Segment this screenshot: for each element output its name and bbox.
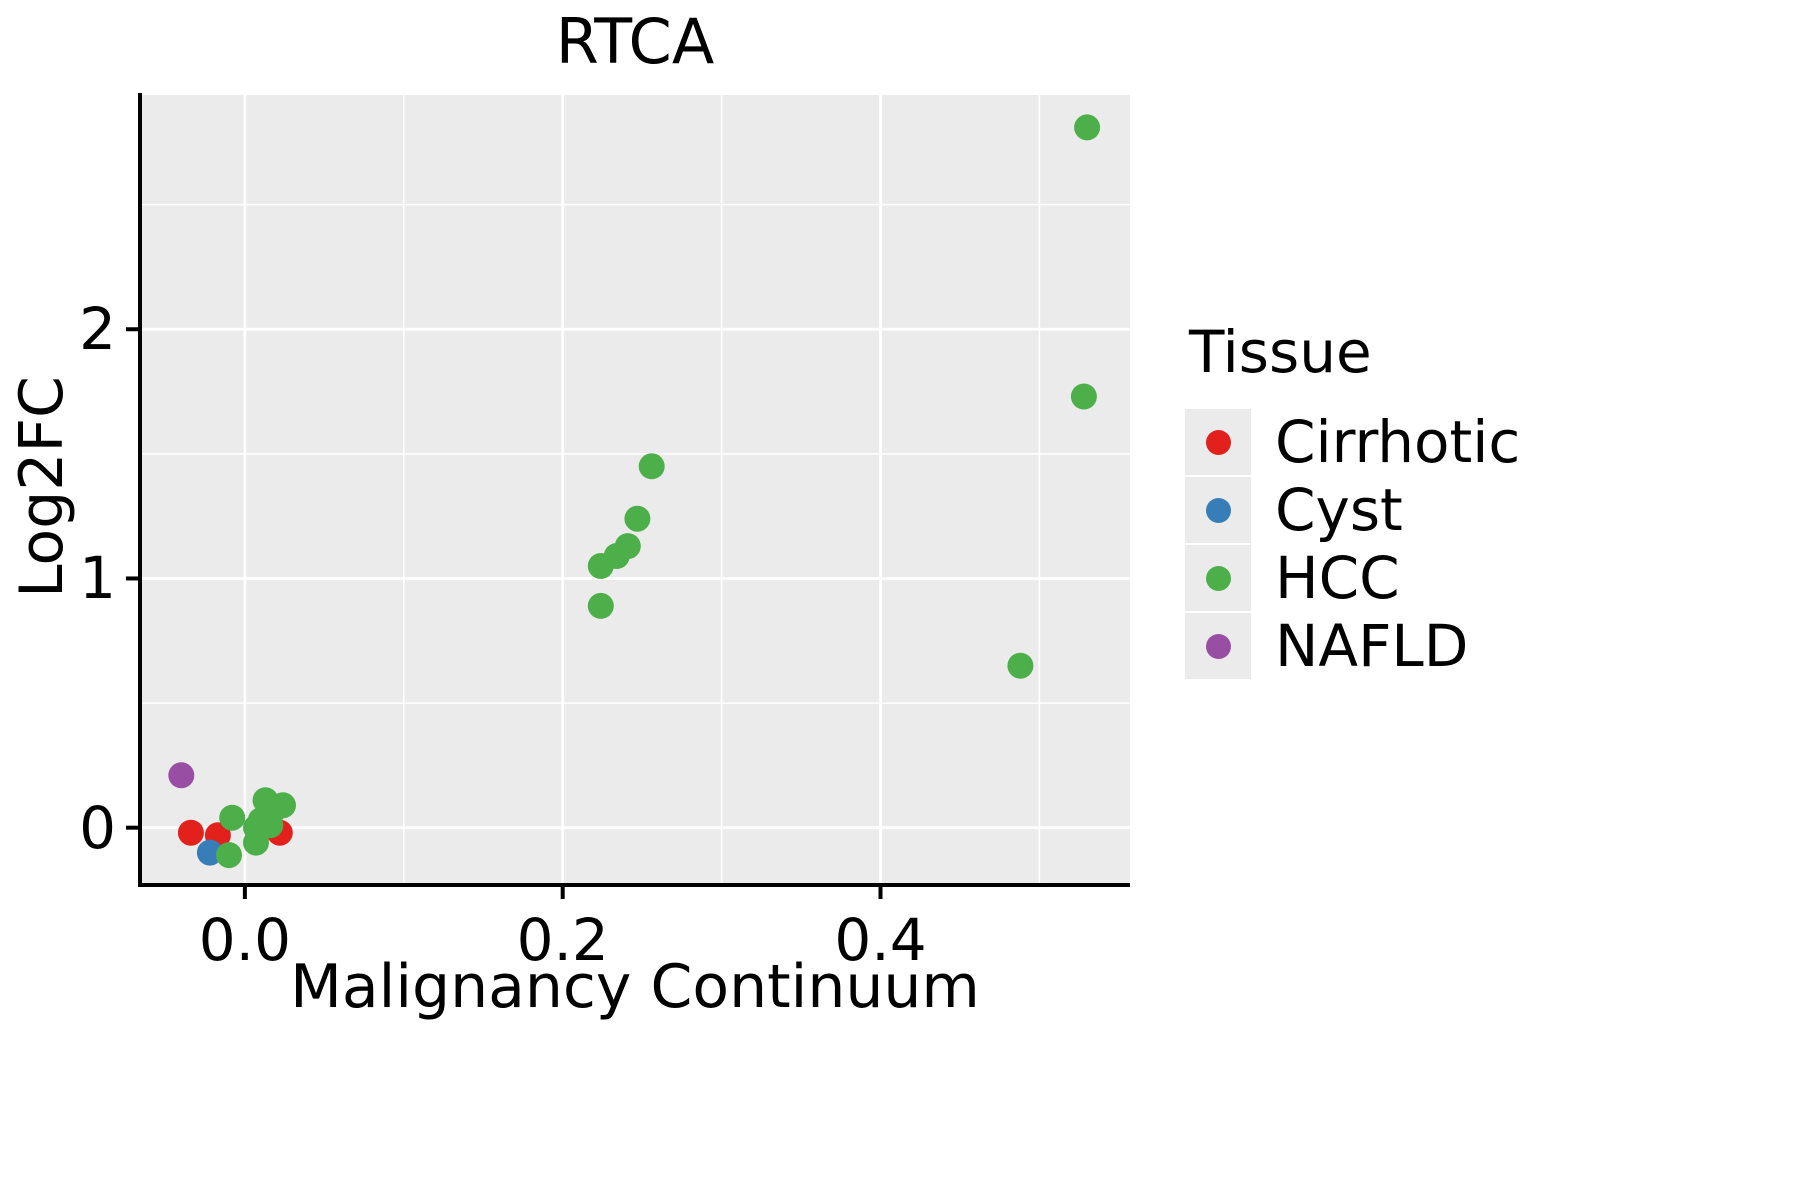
legend-label: HCC bbox=[1275, 544, 1400, 612]
data-point-hcc bbox=[587, 592, 614, 619]
legend-key bbox=[1185, 409, 1251, 475]
x-axis-label: Malignancy Continuum bbox=[290, 952, 980, 1022]
chart-title: RTCA bbox=[555, 5, 715, 78]
legend-title: Tissue bbox=[1189, 318, 1372, 386]
legend-item-hcc: HCC bbox=[1185, 544, 1520, 612]
legend-items: Cirrhotic Cyst HCC NAFLD bbox=[1185, 408, 1520, 680]
data-point-hcc bbox=[270, 792, 296, 819]
legend-label: NAFLD bbox=[1275, 612, 1469, 680]
data-point-hcc bbox=[1074, 114, 1101, 141]
data-point-hcc bbox=[1007, 652, 1034, 679]
legend-key bbox=[1185, 545, 1251, 611]
y-tick-label: 0 bbox=[79, 793, 116, 862]
legend: Tissue Cirrhotic Cyst HCC NAFLD bbox=[1185, 318, 1520, 680]
legend-dot-icon bbox=[1205, 633, 1231, 659]
x-tick-label: 0.0 bbox=[198, 906, 291, 974]
legend-item-nafld: NAFLD bbox=[1185, 612, 1520, 680]
data-point-cyst bbox=[196, 839, 223, 866]
x-tick-label: 0.4 bbox=[834, 906, 927, 974]
y-axis-label: Log2FC bbox=[7, 376, 77, 598]
y-tick-label: 2 bbox=[79, 295, 116, 364]
data-point-cirrhotic bbox=[177, 819, 204, 846]
legend-label: Cirrhotic bbox=[1275, 408, 1521, 476]
data-point-hcc bbox=[219, 804, 246, 831]
legend-label: Cyst bbox=[1275, 476, 1403, 544]
x-tick-label: 0.2 bbox=[516, 906, 609, 974]
data-point-hcc bbox=[216, 842, 242, 869]
y-tick-label: 1 bbox=[79, 544, 116, 613]
legend-key bbox=[1185, 613, 1251, 679]
data-point-hcc bbox=[624, 505, 651, 532]
legend-dot-icon bbox=[1205, 429, 1231, 455]
data-point-hcc bbox=[587, 553, 614, 579]
data-point-hcc bbox=[257, 812, 284, 839]
legend-item-cyst: Cyst bbox=[1185, 476, 1520, 544]
legend-dot-icon bbox=[1205, 497, 1231, 523]
plot-panel bbox=[140, 95, 1130, 885]
data-point-hcc bbox=[638, 453, 665, 480]
legend-dot-icon bbox=[1205, 565, 1231, 591]
legend-key bbox=[1185, 477, 1251, 543]
data-point-hcc bbox=[1070, 383, 1097, 410]
legend-item-cirrhotic: Cirrhotic bbox=[1185, 408, 1520, 476]
data-point-nafld bbox=[168, 762, 195, 789]
